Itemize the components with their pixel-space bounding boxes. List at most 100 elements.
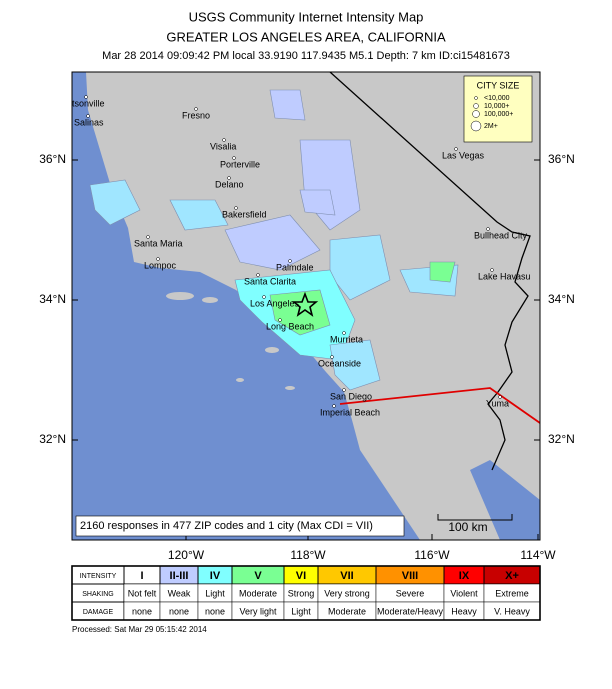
gulf — [470, 460, 540, 540]
lat-label: 32°N — [39, 432, 66, 446]
city-dot — [498, 395, 502, 399]
legend-cell-text: Strong — [288, 588, 315, 598]
city-label: Bakersfield — [222, 209, 267, 219]
city-label: Porterville — [220, 159, 260, 169]
city-dot — [194, 107, 198, 111]
scale-label: 100 km — [448, 520, 487, 534]
city-label: Palmdale — [276, 262, 314, 272]
legend-cell-text: Very light — [239, 606, 277, 616]
city-size-title: CITY SIZE — [477, 80, 520, 90]
city-label: Lake Havasu — [478, 271, 531, 281]
scale-bar — [437, 514, 513, 521]
map — [72, 72, 540, 540]
legend-cell-text: Violent — [450, 588, 478, 598]
lon-label: 116°W — [414, 548, 450, 562]
city-dot — [288, 259, 292, 263]
city-label: Lompoc — [144, 260, 177, 270]
legend-cell-text: IX — [459, 570, 470, 582]
legend-cell-text: I — [140, 570, 143, 582]
city-label: Las Vegas — [442, 150, 485, 160]
city-dot — [234, 206, 238, 210]
city-dot — [454, 147, 458, 151]
legend-cell-text: VI — [296, 570, 306, 582]
city-dot — [222, 138, 226, 142]
city-dot — [262, 295, 266, 299]
responses-box — [75, 515, 405, 537]
lon-label: 120°W — [168, 548, 205, 562]
city-dot — [330, 355, 334, 359]
size-label: 10,000+ — [484, 103, 510, 110]
size-label: <10,000 — [484, 95, 510, 102]
legend-cell-text: Extreme — [495, 588, 529, 598]
city-label: tsonville — [72, 98, 105, 108]
size-symbol — [470, 120, 482, 132]
city-dot — [342, 331, 346, 335]
size-symbol — [473, 103, 479, 109]
city-dot — [227, 176, 231, 180]
city-dot — [486, 227, 490, 231]
legend-cell-text: Heavy — [451, 606, 477, 616]
subtitle: GREATER LOS ANGELES AREA, CALIFORNIA — [166, 29, 446, 44]
legend-cell-text: Severe — [396, 588, 425, 598]
legend-row-header: DAMAGE — [83, 609, 114, 616]
overlay: 36°N 36°N 34°N 34°N 32°N 32°N 120°W 118°W 116°W 1… — [39, 75, 575, 634]
map-frame — [71, 71, 541, 541]
city-dot — [256, 273, 260, 277]
lat-label: 34°N — [39, 292, 66, 306]
city-label: Bullhead City — [474, 230, 528, 240]
city-dot — [84, 95, 88, 99]
city-label: Los Angeles — [250, 298, 300, 308]
legend-cell-text: VIII — [402, 570, 419, 582]
legend-cell-text: none — [169, 606, 189, 616]
lon-label: 118°W — [290, 548, 326, 562]
legend-cell-text: II-III — [170, 570, 189, 582]
borders — [329, 72, 540, 471]
legend-cell-text: Moderate — [328, 606, 366, 616]
legend-row-header: SHAKING — [82, 591, 114, 598]
city-dot — [342, 388, 346, 392]
epicenter — [291, 291, 319, 317]
city-dot — [332, 404, 336, 408]
size-label: 2M+ — [484, 123, 498, 130]
city-label: Santa Clarita — [244, 276, 296, 286]
responses: 2160 responses in 477 ZIP codes and 1 ci… — [80, 520, 373, 532]
city-label: Salinas — [74, 117, 104, 127]
legend-cell-text: Weak — [168, 588, 191, 598]
city-dot — [490, 268, 494, 272]
city-label: Fresno — [182, 110, 210, 120]
city-label: Murrieta — [330, 334, 363, 344]
city-dot — [232, 156, 236, 160]
city-label: Imperial Beach — [320, 407, 380, 417]
city-label: Long Beach — [266, 321, 314, 331]
size-label: 100,000+ — [484, 111, 513, 118]
city-label: San Diego — [330, 391, 372, 401]
event-info: Mar 28 2014 09:09:42 PM local 33.9190 11… — [102, 50, 510, 62]
city-label: Visalia — [210, 141, 236, 151]
legend-cell-text: X+ — [505, 570, 519, 582]
legend-cell-text: V — [254, 570, 262, 582]
lat-label: 36°N — [39, 152, 66, 166]
legend-cell-text: none — [205, 606, 225, 616]
legend-cell-text: Not felt — [128, 588, 157, 598]
islands — [166, 292, 295, 390]
size-symbol — [474, 96, 478, 100]
legend-cell-text: Light — [291, 606, 311, 616]
city-label: Delano — [215, 179, 244, 189]
city-dot — [156, 257, 160, 261]
legend-cell-text: V. Heavy — [494, 606, 530, 616]
city-label: Oceanside — [318, 358, 361, 368]
lat-label: 32°N — [548, 432, 575, 446]
legend-frame — [71, 565, 541, 621]
legend-cell-text: Light — [205, 588, 225, 598]
city-dot — [86, 114, 90, 118]
legend-cell-text: IV — [210, 570, 221, 582]
city-label: Yuma — [486, 398, 509, 408]
legend-row-header: INTENSITY — [80, 573, 117, 580]
footer: Processed: Sat Mar 29 05:15:42 2014 — [72, 625, 207, 634]
city-label: Santa Maria — [134, 238, 183, 248]
legend-cell-text: VII — [340, 570, 353, 582]
city-dot — [146, 235, 150, 239]
lat-label: 36°N — [548, 152, 575, 166]
size-symbol — [472, 110, 480, 118]
